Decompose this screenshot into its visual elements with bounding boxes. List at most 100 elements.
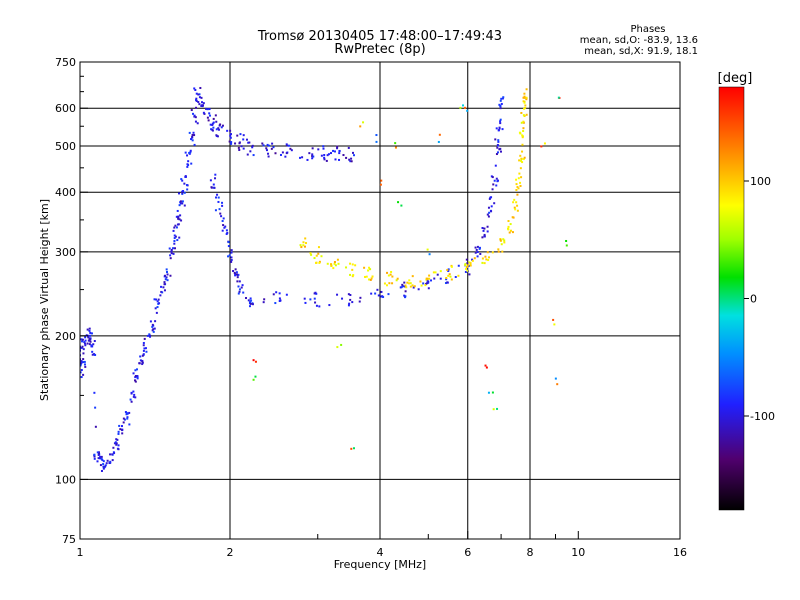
data-point <box>352 447 355 450</box>
data-point <box>481 261 484 264</box>
data-point <box>433 277 436 280</box>
data-point <box>229 129 232 132</box>
data-point <box>348 158 351 161</box>
data-point <box>181 192 184 195</box>
data-point <box>380 295 383 298</box>
data-point <box>97 452 100 455</box>
data-point <box>515 201 518 204</box>
data-point <box>189 151 192 154</box>
data-point <box>370 292 373 295</box>
data-point <box>522 96 525 99</box>
data-point <box>105 462 108 465</box>
data-point <box>519 154 522 157</box>
data-point <box>496 180 499 183</box>
data-point <box>173 240 176 243</box>
grid-layer <box>80 62 680 539</box>
data-point <box>312 155 315 158</box>
data-point <box>177 217 180 220</box>
data-point <box>315 261 318 264</box>
data-point <box>194 88 197 91</box>
data-point <box>507 225 510 228</box>
data-point <box>245 138 248 141</box>
data-point <box>208 112 211 115</box>
data-point <box>210 128 213 131</box>
data-point <box>230 258 233 261</box>
data-point <box>151 323 154 326</box>
data-point <box>474 246 477 249</box>
data-point <box>93 340 96 343</box>
data-point <box>119 428 122 431</box>
data-point <box>473 257 476 260</box>
data-point <box>212 117 215 120</box>
data-point <box>333 261 336 264</box>
data-point <box>327 153 330 156</box>
data-point <box>516 209 519 212</box>
data-point <box>186 154 189 157</box>
data-point <box>238 280 241 283</box>
data-point <box>181 179 184 182</box>
data-point <box>330 264 333 267</box>
data-point <box>495 153 498 156</box>
data-point <box>186 165 189 168</box>
data-point <box>486 225 489 228</box>
data-point <box>80 364 82 367</box>
data-point <box>227 245 230 248</box>
data-point <box>444 282 447 285</box>
data-point <box>169 254 172 257</box>
data-point <box>193 115 196 118</box>
data-point <box>115 443 118 446</box>
data-point <box>322 147 325 150</box>
data-point <box>80 338 83 341</box>
data-point <box>173 226 176 229</box>
data-point <box>164 274 167 277</box>
data-point <box>249 302 252 305</box>
data-point <box>426 248 429 251</box>
data-point <box>166 279 169 282</box>
data-point <box>83 341 86 344</box>
data-point <box>325 159 328 162</box>
data-point <box>158 302 161 305</box>
data-point <box>347 146 350 149</box>
data-point <box>265 149 268 152</box>
data-point <box>134 380 137 383</box>
data-point <box>501 97 504 100</box>
y-axis-label: Stationary phase Virtual Height [km] <box>38 199 51 401</box>
data-point <box>333 150 336 153</box>
data-point <box>500 97 503 100</box>
data-point <box>501 250 504 253</box>
data-point <box>522 127 525 130</box>
data-point <box>514 208 517 211</box>
data-point <box>134 374 137 377</box>
data-point <box>80 360 83 363</box>
data-point <box>212 126 215 129</box>
data-point <box>180 178 183 181</box>
data-point <box>352 274 355 277</box>
data-point <box>434 271 437 274</box>
data-point <box>382 296 385 299</box>
data-point <box>323 158 326 161</box>
data-point <box>230 142 233 145</box>
data-point <box>320 255 323 258</box>
data-point <box>484 364 487 367</box>
data-point <box>522 121 525 124</box>
data-point <box>326 262 329 265</box>
data-point <box>94 406 97 409</box>
data-point <box>512 201 515 204</box>
data-point <box>359 125 362 128</box>
data-point <box>449 275 452 278</box>
data-point <box>132 372 135 375</box>
data-point <box>322 145 325 148</box>
data-point <box>117 444 120 447</box>
data-point <box>118 424 121 427</box>
data-point <box>464 106 467 109</box>
data-point <box>496 151 499 154</box>
data-point <box>184 151 187 154</box>
data-point <box>89 338 92 341</box>
data-point <box>408 282 411 285</box>
data-point <box>475 248 478 251</box>
data-point <box>190 162 193 165</box>
data-point <box>247 141 250 144</box>
data-point <box>254 360 257 363</box>
data-point <box>132 395 135 398</box>
data-point <box>193 134 196 137</box>
